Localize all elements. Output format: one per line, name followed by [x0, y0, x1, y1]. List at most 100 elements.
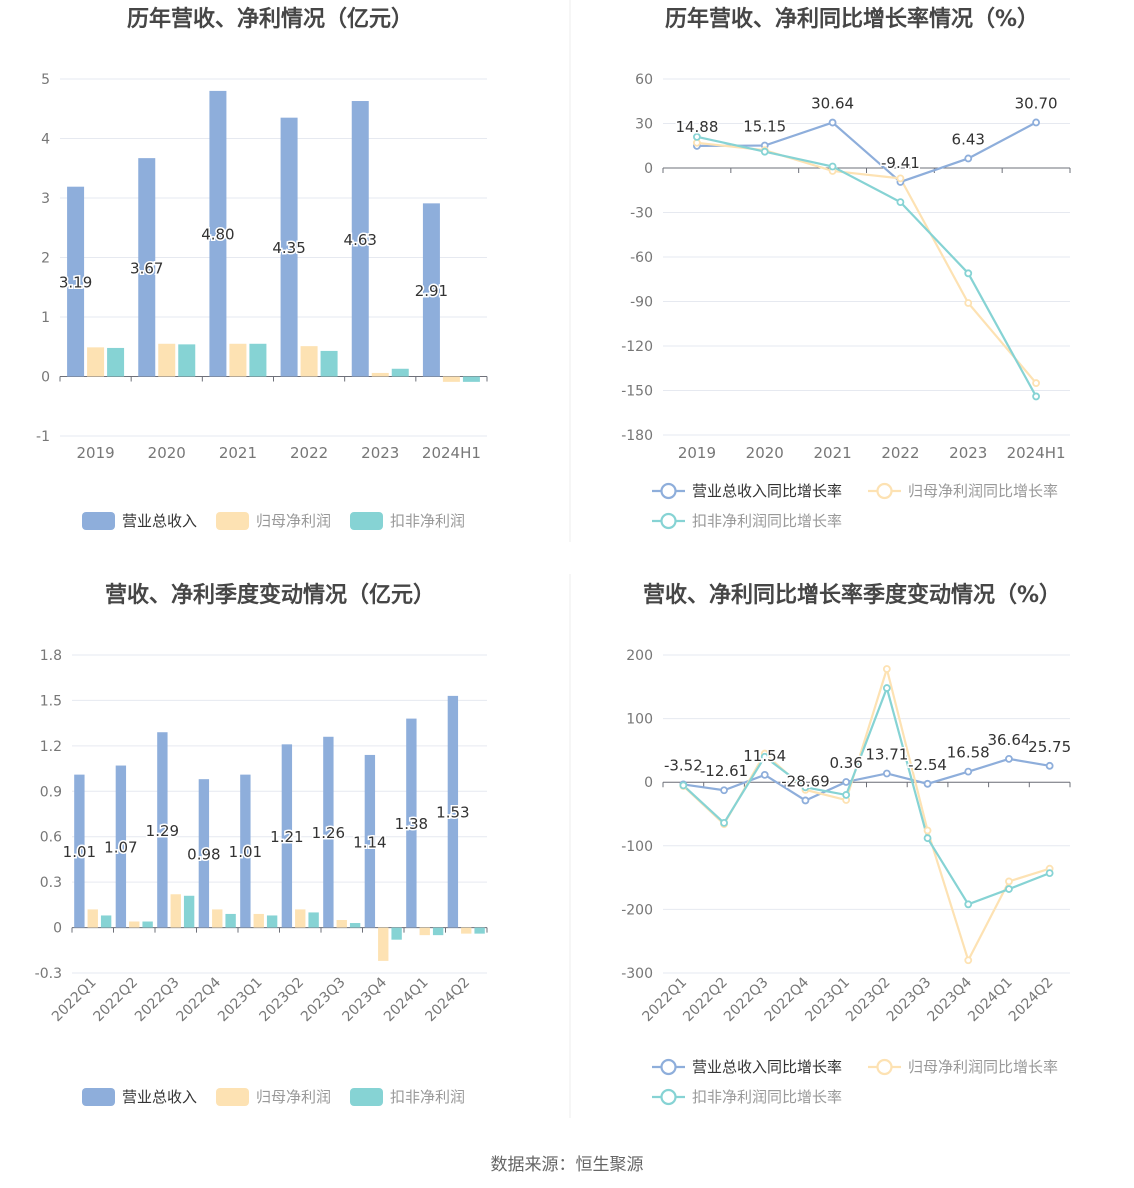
x-tick-label: 2023Q4: [339, 974, 390, 1025]
series-line-deducted-profit: [682, 684, 1051, 906]
y-tick-label: 5: [41, 72, 50, 88]
y-tick-label: 1: [41, 310, 50, 326]
y-tick-label: 1.5: [40, 693, 62, 709]
data-label: 3.19: [59, 274, 92, 292]
series-line-deducted-profit: [696, 135, 1038, 397]
data-point: [1032, 392, 1040, 401]
bar-revenue: [74, 774, 85, 928]
x-tick-label: 2020: [148, 444, 186, 462]
bar-net-profit: [378, 927, 389, 961]
data-label: -9.41: [881, 154, 920, 172]
bar-deducted-profit: [462, 376, 480, 382]
data-point: [896, 174, 905, 183]
bar-deducted-profit: [349, 923, 361, 928]
data-point: [1032, 118, 1040, 127]
y-tick-label: 100: [626, 712, 653, 728]
legend-swatch: [216, 512, 249, 530]
data-point: [828, 118, 837, 127]
x-tick-label: 2022Q2: [90, 975, 141, 1026]
data-label: 11.54: [743, 747, 786, 765]
data-point: [964, 299, 973, 307]
bar-revenue: [198, 779, 210, 928]
y-tick-label: -180: [621, 428, 653, 444]
bar-deducted-profit: [183, 895, 195, 928]
bar-revenue: [67, 186, 85, 377]
data-point: [964, 900, 973, 909]
bar-revenue: [422, 203, 440, 377]
data-label: 30.70: [1015, 94, 1058, 112]
data-point: [1005, 754, 1013, 763]
data-label: 4.80: [201, 226, 234, 244]
data-label: 4.63: [344, 231, 377, 249]
data-point: [720, 786, 728, 795]
legend-label: 营业总收入同比增长率: [692, 1058, 842, 1076]
chart-quarterly-revenue-profit: 营收、净利季度变动情况（亿元） -0.3 0 0.3 0.6 0.9 1.2 1.5 1.8 20…: [35, 582, 488, 1106]
x-tick-label: 2023: [949, 444, 987, 462]
bar-revenue: [157, 732, 168, 928]
data-point: [896, 198, 905, 207]
data-label: 36.64: [987, 731, 1030, 749]
data-label: 25.75: [1028, 738, 1071, 756]
y-tick-label: 60: [635, 72, 653, 88]
data-point: [923, 779, 932, 788]
data-label: 1.21: [270, 828, 303, 846]
bar-revenue: [138, 158, 156, 377]
x-tick-label: 2020: [746, 444, 784, 462]
legend-label: 归母净利润同比增长率: [908, 482, 1058, 500]
y-tick-label: -90: [630, 295, 653, 311]
data-label: 0.36: [829, 754, 862, 772]
bar-deducted-profit: [266, 915, 278, 928]
x-tick-label: 2023Q3: [884, 975, 935, 1026]
data-label: 15.15: [743, 118, 786, 136]
data-point: [882, 684, 891, 692]
legend-label: 归母净利润: [256, 512, 331, 530]
series-line-revenue: [683, 757, 1050, 802]
x-tick-label: 2024Q2: [1006, 975, 1057, 1026]
data-point: [1005, 885, 1013, 893]
x-tick-label: 2022Q3: [132, 975, 183, 1026]
y-tick-label: -1: [36, 429, 50, 445]
y-tick-label: -300: [621, 966, 653, 982]
data-point: [964, 154, 973, 163]
y-tick-label: 1.2: [40, 739, 62, 755]
data-point: [1032, 379, 1040, 387]
legend-swatch-marker: [660, 1058, 677, 1076]
data-label: -3.52: [664, 756, 703, 774]
legend-swatch: [82, 1088, 115, 1106]
x-tick-label: 2021: [813, 444, 851, 462]
data-point: [964, 956, 973, 965]
y-tick-label: 1.8: [40, 648, 62, 664]
x-tick-label: 2019: [76, 444, 114, 462]
bar-net-profit: [419, 927, 430, 936]
data-point: [842, 778, 851, 786]
legend-swatch: [350, 512, 383, 530]
data-point: [882, 769, 891, 778]
x-tick-label: 2023Q1: [215, 975, 266, 1026]
x-tick-label: 2024Q1: [381, 975, 432, 1026]
y-tick-label: -0.3: [35, 966, 62, 982]
series-line-net-profit: [682, 664, 1050, 964]
data-label: -12.61: [700, 762, 748, 780]
bar-net-profit: [336, 920, 347, 928]
bar-deducted-profit: [249, 343, 267, 377]
series-line-revenue: [696, 121, 1037, 184]
legend-swatch-marker: [660, 512, 677, 530]
data-point: [679, 781, 688, 790]
data-label: 1.01: [229, 843, 262, 861]
chart-annual-growth-rate: 历年营收、净利同比增长率情况（%） -180 -150 -120 -90 -60 -30 0 3…: [621, 6, 1071, 530]
legend-label: 营业总收入: [122, 1088, 197, 1106]
data-point: [720, 819, 728, 827]
bar-net-profit: [461, 927, 472, 934]
y-tick-label: 3: [41, 191, 50, 207]
data-label: 0.98: [187, 845, 220, 863]
y-tick-label: 0: [41, 370, 50, 386]
legend-label: 营业总收入: [122, 512, 197, 530]
y-tick-label: -200: [621, 902, 653, 918]
x-tick-label: 2019: [678, 444, 716, 462]
x-tick-label: 2023Q2: [843, 975, 894, 1026]
bar-deducted-profit: [308, 912, 319, 928]
legend-label: 扣非净利润同比增长率: [692, 1088, 842, 1106]
y-tick-label: 0: [644, 161, 653, 177]
bar-deducted-profit: [100, 915, 112, 928]
